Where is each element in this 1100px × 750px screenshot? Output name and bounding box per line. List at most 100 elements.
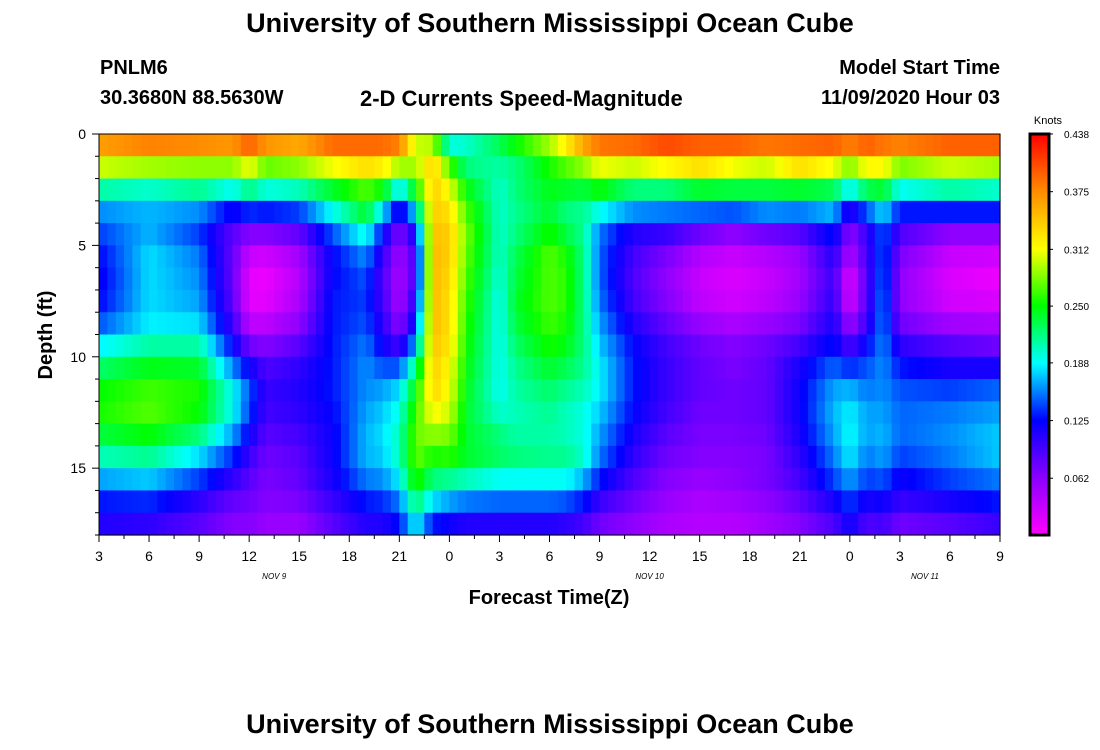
heatmap-cell xyxy=(115,334,125,358)
heatmap-cell xyxy=(99,245,108,269)
heatmap-cell xyxy=(432,334,442,358)
heatmap-cell xyxy=(908,267,918,291)
heatmap-cell xyxy=(474,178,484,202)
heatmap-cell xyxy=(190,223,200,246)
heatmap-cell xyxy=(315,223,325,246)
heatmap-cell xyxy=(783,356,793,380)
heatmap-cell xyxy=(741,468,751,492)
heatmap-cell xyxy=(249,379,259,402)
x-axis-label: Forecast Time(Z) xyxy=(469,587,630,609)
heatmap-cell xyxy=(549,178,559,202)
heatmap-cell xyxy=(249,200,259,224)
heatmap-cell xyxy=(165,178,175,202)
heatmap-cell xyxy=(165,490,175,514)
heatmap-cell xyxy=(908,468,918,492)
heatmap-cell xyxy=(958,267,968,291)
heatmap-cell xyxy=(199,312,209,336)
heatmap-cell xyxy=(866,423,876,447)
heatmap-cell xyxy=(632,379,642,402)
heatmap-cell xyxy=(591,289,601,313)
heatmap-cell xyxy=(466,401,476,425)
heatmap-cell xyxy=(691,445,701,469)
heatmap-cell xyxy=(566,223,576,246)
heatmap-cell xyxy=(966,379,976,402)
heatmap-cell xyxy=(582,401,592,425)
heatmap-cell xyxy=(99,356,108,380)
heatmap-cell xyxy=(607,178,617,202)
heatmap-cell xyxy=(249,490,259,514)
heatmap-cell xyxy=(224,379,234,402)
heatmap-cell xyxy=(766,267,776,291)
heatmap-cell xyxy=(499,245,509,269)
heatmap-cell xyxy=(716,401,726,425)
heatmap-cell xyxy=(174,156,184,180)
heatmap-cell xyxy=(282,289,292,313)
heatmap-cell xyxy=(516,490,526,514)
heatmap-cell xyxy=(407,445,417,469)
heatmap-cell xyxy=(491,312,501,336)
heatmap-cell xyxy=(190,200,200,224)
heatmap-cell xyxy=(441,401,450,425)
heatmap-cell xyxy=(774,423,784,447)
heatmap-cell xyxy=(808,178,818,202)
heatmap-cell xyxy=(257,356,267,380)
heatmap-cell xyxy=(783,312,793,336)
heatmap-cell xyxy=(557,156,567,180)
heatmap-cell xyxy=(632,468,642,492)
heatmap-cell xyxy=(632,334,642,358)
heatmap-cell xyxy=(766,445,776,469)
heatmap-cell xyxy=(858,401,868,425)
heatmap-cell xyxy=(190,490,200,514)
heatmap-cell xyxy=(365,490,375,514)
heatmap-cell xyxy=(632,223,642,246)
heatmap-cell xyxy=(899,289,909,313)
heatmap-cell xyxy=(257,445,267,469)
heatmap-cell xyxy=(874,312,884,336)
heatmap-cell xyxy=(357,312,367,336)
heatmap-cell xyxy=(107,289,117,313)
heatmap-cell xyxy=(691,490,701,514)
heatmap-cell xyxy=(983,245,993,269)
heatmap-cell xyxy=(315,445,325,469)
heatmap-cell xyxy=(491,200,501,224)
heatmap-cell xyxy=(374,312,384,336)
heatmap-cell xyxy=(949,245,959,269)
heatmap-cell xyxy=(199,379,209,402)
heatmap-cell xyxy=(524,245,534,269)
heatmap-cell xyxy=(532,289,542,313)
heatmap-cell xyxy=(257,423,267,447)
heatmap-cell xyxy=(691,200,701,224)
heatmap-cell xyxy=(182,267,192,291)
heatmap-cell xyxy=(107,512,117,536)
heatmap-cell xyxy=(983,267,993,291)
heatmap-cell xyxy=(632,156,642,180)
heatmap-cell xyxy=(808,312,818,336)
heatmap-cell xyxy=(816,267,826,291)
heatmap-cell xyxy=(416,200,425,224)
heatmap-cell xyxy=(649,178,659,202)
heatmap-cell xyxy=(232,401,242,425)
heatmap-cell xyxy=(749,134,759,157)
heatmap-cell xyxy=(466,512,476,536)
heatmap-cell xyxy=(941,423,951,447)
heatmap-cell xyxy=(816,512,826,536)
heatmap-cell xyxy=(916,423,926,447)
heatmap-cell xyxy=(215,401,225,425)
heatmap-cell xyxy=(974,312,984,336)
heatmap-cell xyxy=(374,379,384,402)
heatmap-cell xyxy=(516,200,526,224)
heatmap-cell xyxy=(883,312,893,336)
heatmap-cell xyxy=(207,379,217,402)
heatmap-cell xyxy=(724,445,734,469)
heatmap-cell xyxy=(457,401,467,425)
heatmap-cell xyxy=(549,401,559,425)
heatmap-cell xyxy=(224,134,234,157)
x-tick-label: 6 xyxy=(145,548,153,564)
heatmap-cell xyxy=(908,289,918,313)
heatmap-cell xyxy=(666,445,676,469)
heatmap-cell xyxy=(482,334,492,358)
heatmap-cell xyxy=(574,267,584,291)
heatmap-cell xyxy=(215,267,225,291)
heatmap-cell xyxy=(682,178,692,202)
heatmap-cell xyxy=(591,312,601,336)
